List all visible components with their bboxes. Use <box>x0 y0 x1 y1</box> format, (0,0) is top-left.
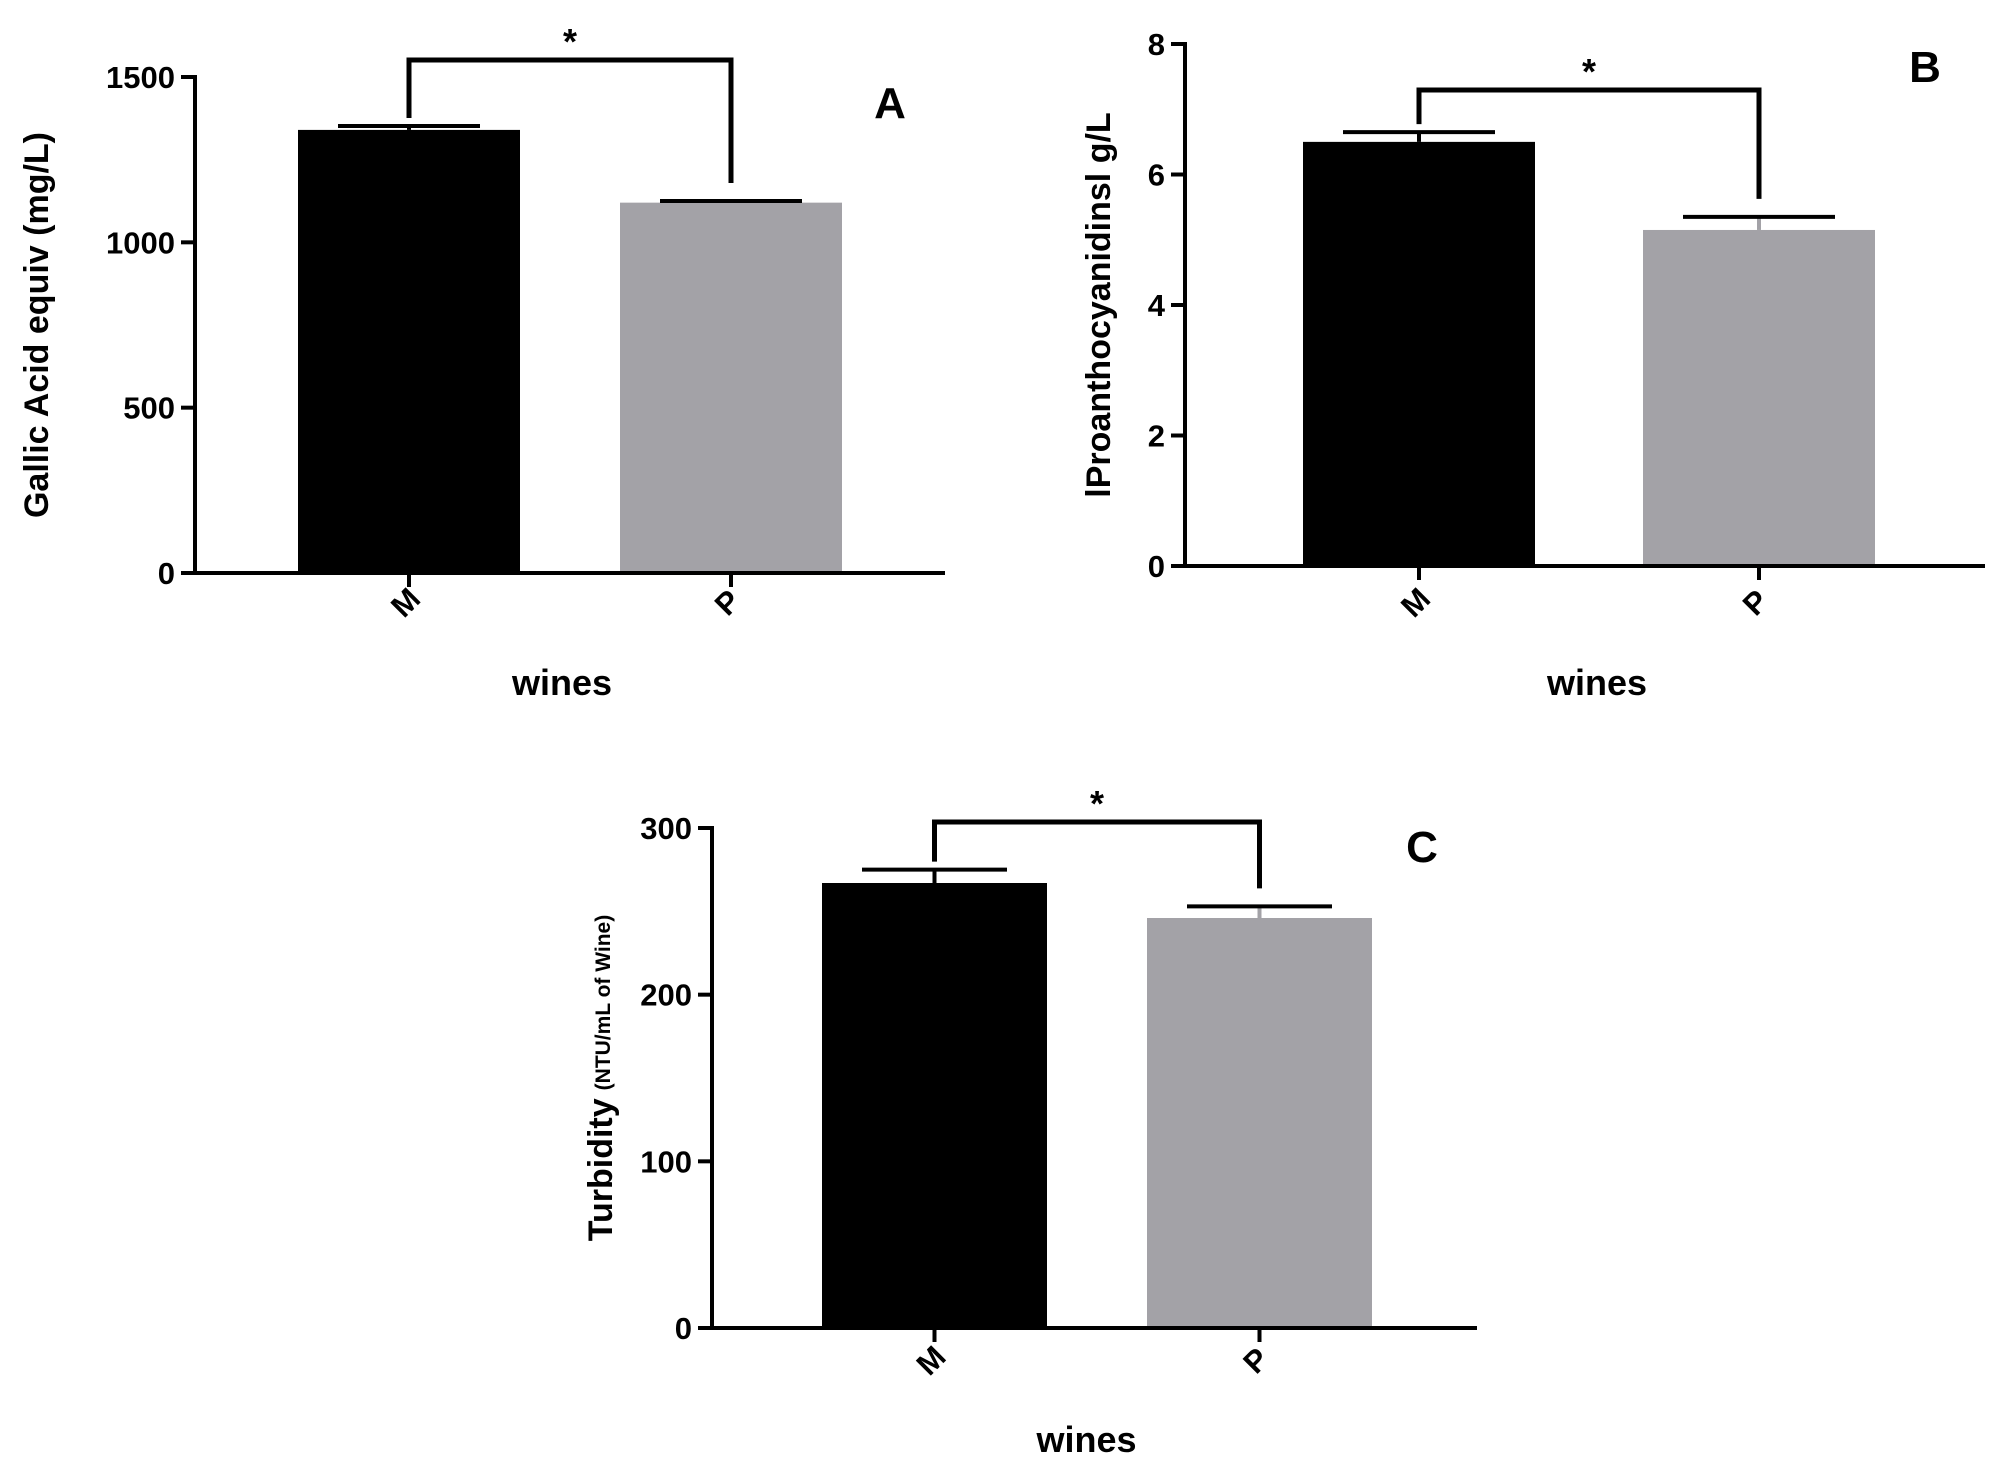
significance-marker: * <box>563 21 577 62</box>
significance-bracket <box>1416 87 1762 199</box>
x-axis-label: wines <box>511 662 612 703</box>
bar-p <box>1643 229 1875 566</box>
y-tick-label: 1500 <box>106 60 175 95</box>
panel-letter-c: C <box>1406 823 1438 872</box>
y-tick-label: 500 <box>123 391 175 426</box>
x-tick-label-p: P <box>1736 583 1775 622</box>
y-axis-label: Gallic Acid equiv (mg/L) <box>18 132 56 518</box>
y-tick-label: 300 <box>640 811 692 846</box>
y-axis-label-main: lProanthocyanidinsl g/L <box>1080 112 1118 497</box>
bar-p <box>620 202 842 574</box>
y-tick-label: 0 <box>1148 549 1165 584</box>
y-tick-label: 0 <box>675 1311 692 1346</box>
y-tick-label: 8 <box>1148 27 1165 62</box>
x-tick-label-m: M <box>384 581 427 624</box>
x-axis-label: wines <box>1546 662 1647 703</box>
y-axis-label: Turbidity (NTU/mL of Wine) <box>582 915 620 1241</box>
bar-m <box>822 883 1047 1328</box>
y-tick-label: 0 <box>158 556 175 591</box>
y-axis-label: lProanthocyanidinsl g/L <box>1080 112 1118 497</box>
error-bar-p <box>660 199 802 203</box>
y-tick-label: 200 <box>640 978 692 1013</box>
significance-bracket <box>932 819 1262 889</box>
error-bar-p <box>1187 904 1332 918</box>
significance-bracket <box>406 57 734 183</box>
significance-marker: * <box>1090 783 1104 824</box>
panel-letter-b: B <box>1909 43 1941 92</box>
x-axis-label: wines <box>1035 1419 1136 1460</box>
bar-p <box>1147 918 1372 1328</box>
significance-marker: * <box>1582 51 1596 92</box>
panel-letter-a: A <box>874 79 906 128</box>
y-tick-label: 6 <box>1148 158 1165 193</box>
y-tick-label: 4 <box>1148 288 1166 323</box>
error-bar-p <box>1683 214 1835 230</box>
x-tick-label-m: M <box>1394 581 1437 624</box>
y-axis-label-main: Gallic Acid equiv (mg/L) <box>18 132 56 518</box>
error-bar-m <box>338 123 480 130</box>
y-axis-label-unit: (NTU/mL of Wine) <box>592 915 615 1091</box>
y-tick-label: 100 <box>640 1144 692 1179</box>
x-tick-label-p: P <box>708 583 747 622</box>
error-bar-m <box>862 867 1007 883</box>
y-axis-label-main: Turbidity <box>582 1098 620 1241</box>
y-tick-label: 1000 <box>106 225 175 260</box>
error-bar-m <box>1343 130 1495 142</box>
y-tick-label: 2 <box>1148 419 1165 454</box>
bar-m <box>298 129 520 573</box>
x-tick-label-m: M <box>910 1339 953 1382</box>
bar-m <box>1303 141 1535 566</box>
x-tick-label-p: P <box>1236 1341 1275 1380</box>
